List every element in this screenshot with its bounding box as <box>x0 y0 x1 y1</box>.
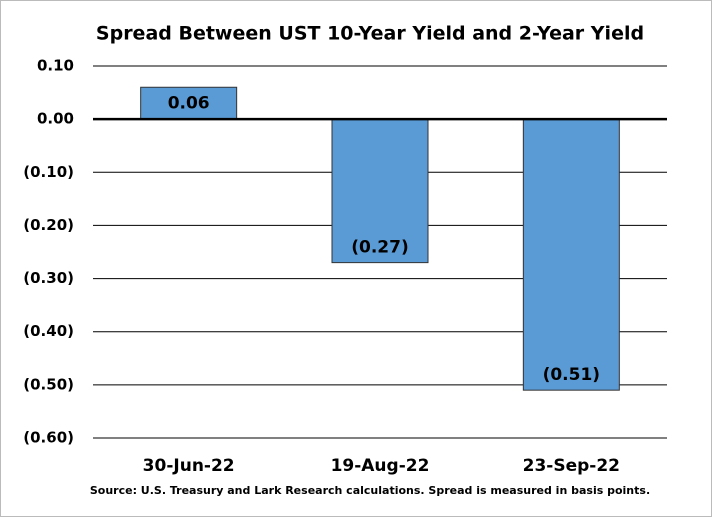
x-tick-label: 23-Sep-22 <box>523 456 620 476</box>
y-tick-label: 0.00 <box>37 110 74 128</box>
bar <box>522 118 620 391</box>
x-tick-label: 30-Jun-22 <box>143 456 235 476</box>
y-tick-label: (0.30) <box>23 269 74 287</box>
y-tick-label: (0.60) <box>23 429 74 447</box>
y-tick-label: (0.10) <box>23 163 74 181</box>
x-tick-label: 19-Aug-22 <box>331 456 430 476</box>
value-label: (0.27) <box>351 238 408 258</box>
y-tick-label: (0.20) <box>23 216 74 234</box>
bar <box>331 118 429 264</box>
y-tick-label: (0.50) <box>23 375 74 393</box>
value-label: (0.51) <box>543 365 600 385</box>
chart-title: Spread Between UST 10-Year Yield and 2-Y… <box>96 23 644 45</box>
y-tick-label: 0.10 <box>37 57 74 75</box>
source-note: Source: U.S. Treasury and Lark Research … <box>90 484 650 497</box>
y-tick-label: (0.40) <box>23 322 74 340</box>
value-label: 0.06 <box>168 93 210 113</box>
